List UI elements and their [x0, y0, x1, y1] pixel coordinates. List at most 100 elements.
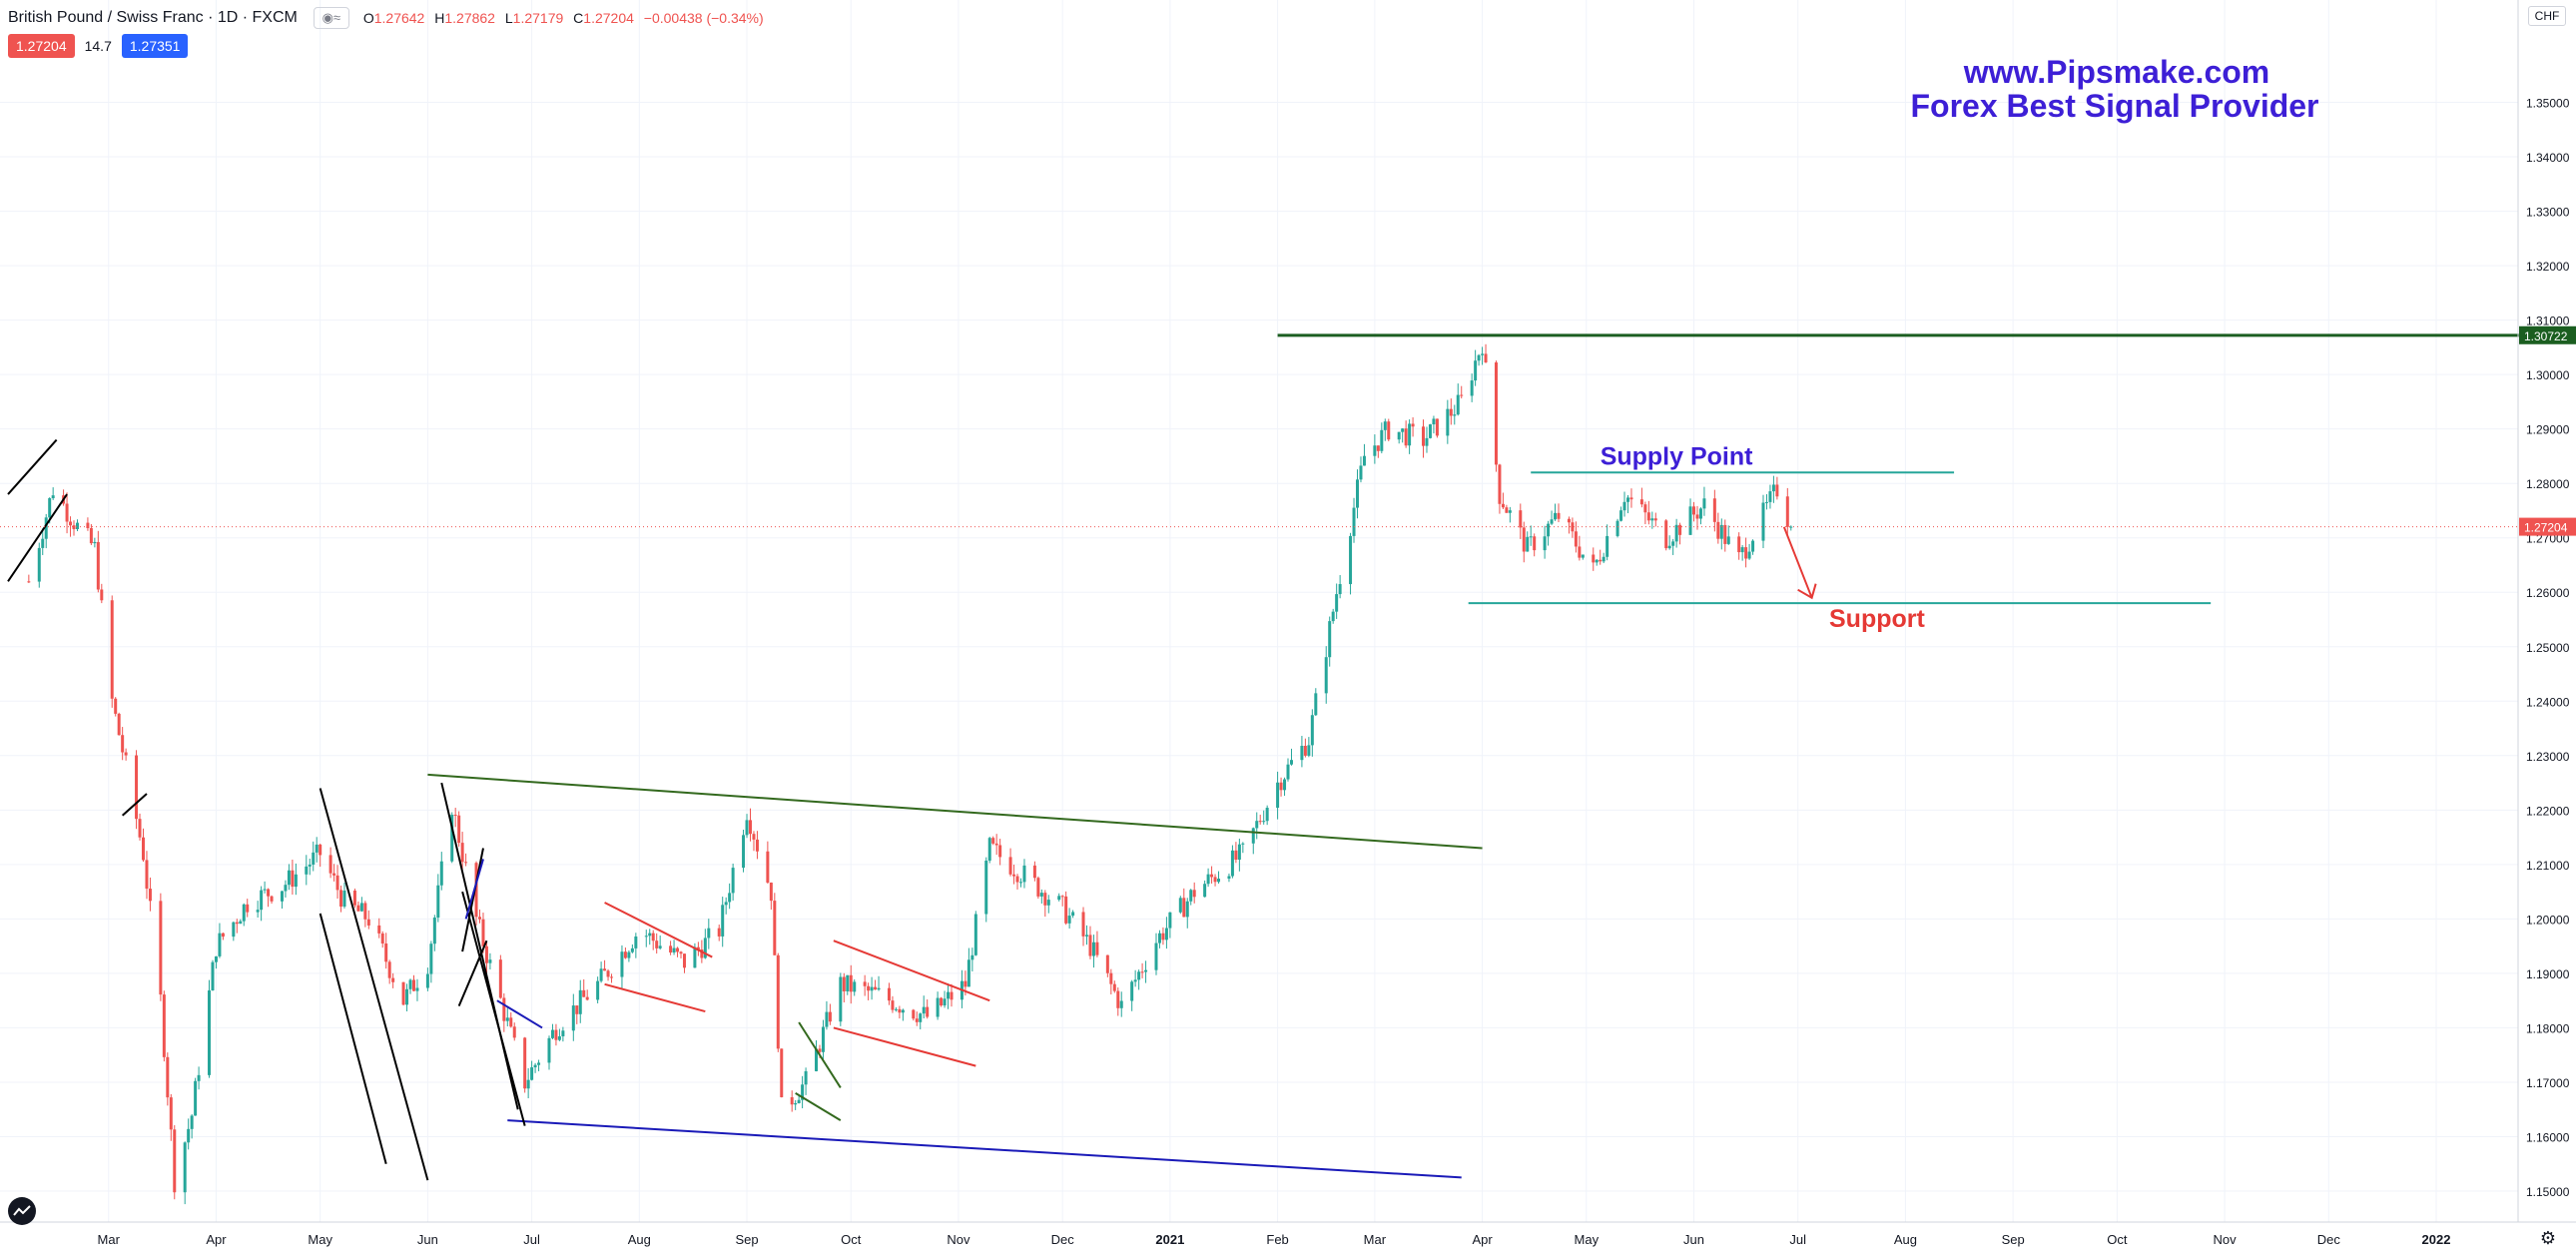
candle-up	[1595, 559, 1599, 563]
candle-up	[1671, 541, 1675, 546]
trendline[interactable]	[604, 902, 713, 958]
candle-down	[1639, 499, 1643, 505]
candle-up	[987, 838, 991, 861]
trendline[interactable]	[833, 940, 990, 1002]
candle-up	[287, 870, 291, 886]
candle-down	[166, 1056, 170, 1098]
candle-up	[1203, 884, 1207, 898]
trendline[interactable]	[464, 859, 484, 920]
candle-up	[41, 538, 45, 548]
y-tick-label: 1.25000	[2526, 641, 2570, 655]
candle-up	[1144, 969, 1148, 972]
trendline[interactable]	[604, 982, 706, 1013]
candle-down	[964, 980, 967, 987]
x-tick-label: Apr	[1472, 1232, 1493, 1247]
symbol-title[interactable]: British Pound / Swiss Franc · 1D · FXCM	[8, 9, 298, 26]
candle-down	[1557, 512, 1561, 519]
tradingview-logo-icon[interactable]	[8, 1197, 36, 1225]
candle-down	[1043, 893, 1047, 906]
candle-up	[894, 1008, 898, 1010]
candle-up	[405, 988, 409, 1005]
candle-down	[138, 819, 142, 838]
candle-up	[571, 1005, 575, 1031]
candle-up	[194, 1080, 198, 1116]
candle-down	[1678, 524, 1682, 535]
candle-up	[821, 1026, 825, 1052]
arrow-head	[1797, 583, 1817, 600]
trendline[interactable]	[319, 913, 387, 1165]
trendline[interactable]	[461, 848, 484, 952]
spread-value: 14.7	[84, 38, 112, 54]
trendline[interactable]	[457, 940, 488, 1007]
candle-up	[1751, 540, 1755, 552]
candle-up	[1702, 498, 1706, 509]
y-tick-label: 1.28000	[2526, 477, 2570, 491]
trendline[interactable]	[833, 1026, 976, 1067]
legend-toggle-icon[interactable]: ◉≈	[313, 7, 349, 29]
candle-down	[1210, 874, 1214, 878]
candle-up	[1265, 808, 1269, 822]
candle-up	[1740, 547, 1744, 553]
candle-up	[1022, 865, 1026, 883]
trendline[interactable]	[795, 1092, 842, 1121]
candle-down	[998, 845, 1002, 858]
candle-up	[703, 938, 707, 958]
trendline[interactable]	[461, 891, 526, 1126]
candle-up	[187, 1128, 191, 1143]
candle-down	[1712, 498, 1716, 522]
gear-icon[interactable]: ⚙	[2539, 1228, 2556, 1248]
buy-button[interactable]: 1.27351	[121, 34, 189, 58]
trendline[interactable]	[7, 493, 68, 582]
candle-up	[425, 973, 429, 988]
currency-label[interactable]: CHF	[2528, 6, 2566, 26]
trendline[interactable]	[798, 1021, 842, 1088]
candle-up	[970, 954, 974, 960]
trendline[interactable]	[319, 788, 429, 1181]
trendline[interactable]	[427, 773, 1483, 850]
candle-up	[75, 522, 79, 529]
candle-down	[1012, 874, 1016, 877]
trendline[interactable]	[1782, 526, 1813, 599]
candle-down	[1376, 445, 1380, 451]
x-tick-label: Aug	[628, 1232, 651, 1247]
candle-up	[263, 889, 267, 891]
trendline[interactable]	[121, 793, 148, 817]
candle-up	[1719, 524, 1723, 539]
candle-down	[221, 933, 225, 938]
candle-down	[246, 904, 250, 913]
candle-down	[842, 976, 846, 991]
candle-down	[1501, 503, 1505, 508]
candle-up	[839, 976, 843, 1022]
candle-up	[794, 1102, 798, 1105]
candle-down	[159, 901, 163, 995]
candle-up	[1726, 536, 1730, 544]
trendline[interactable]	[496, 999, 543, 1029]
candle-down	[1567, 518, 1571, 523]
candle-up	[877, 987, 881, 990]
candle-up	[1408, 423, 1412, 446]
candle-down	[1422, 426, 1426, 446]
x-tick-label: Oct	[2107, 1232, 2128, 1247]
candle-up	[943, 998, 947, 1006]
candle-up	[415, 987, 419, 991]
candle-up	[1071, 912, 1075, 917]
candle-down	[940, 997, 944, 1006]
candle-down	[828, 1011, 832, 1022]
candle-up	[436, 885, 440, 919]
candle-up	[797, 1099, 801, 1103]
trendline[interactable]	[7, 438, 58, 495]
trendline[interactable]	[507, 1119, 1462, 1179]
candle-down	[554, 1029, 558, 1040]
candle-up	[1241, 843, 1245, 845]
sell-button[interactable]: 1.27204	[8, 34, 75, 58]
candle-up	[488, 959, 492, 963]
candle-up	[1328, 621, 1332, 658]
candle-up	[1401, 428, 1405, 432]
candle-down	[335, 875, 339, 891]
candle-up	[1526, 536, 1530, 552]
candle-down	[328, 855, 332, 874]
candle-up	[658, 945, 662, 948]
candle-up	[1373, 445, 1377, 456]
